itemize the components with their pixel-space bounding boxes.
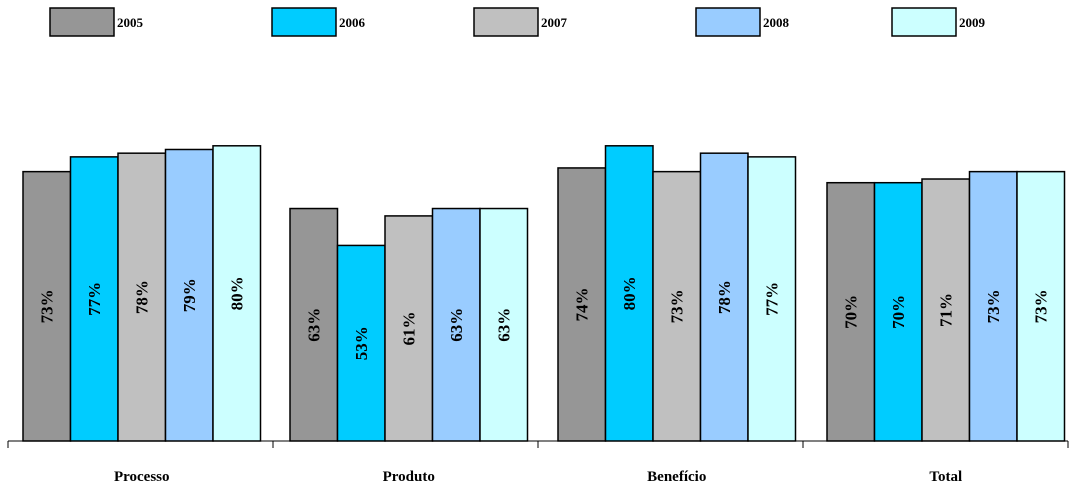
bar-total-2006 [873,181,923,442]
legend-swatch-2006 [271,7,337,37]
data-label-processo-2009: 80% [228,276,247,310]
bar-produto-2009 [479,207,529,442]
legend-swatch-2008 [695,7,761,37]
bar-benefício-2006 [604,145,654,442]
x-axis: Processo Produto Benefício Total [7,440,1069,485]
bar-benefício-2008 [699,152,749,442]
data-label-benefício-2007: 73% [668,289,687,323]
legend-label-2008: 2008 [763,15,790,30]
data-label-total-2005: 70% [842,295,861,329]
bar-produto-2007 [384,215,434,442]
data-label-produto-2005: 63% [305,308,324,342]
chart-bars: 73% 77% 78% 79% 80% 63% 53% 61% 63% 63% 74% 80% 73% 7… [22,145,1066,442]
bar-processo-2007 [117,152,167,442]
bar-total-2007 [921,178,971,442]
data-label-total-2009: 73% [1032,289,1051,323]
data-label-produto-2006: 53% [352,326,371,360]
data-label-total-2008: 73% [984,289,1003,323]
legend-label-2009: 2009 [959,15,986,30]
legend-label-2005: 2005 [117,15,144,30]
data-label-processo-2005: 73% [38,289,57,323]
bar-total-2008 [968,170,1018,442]
bar-processo-2006 [69,156,119,442]
data-label-produto-2007: 61% [400,311,419,345]
legend-swatch-2009 [891,7,957,37]
legend-label-2006: 2006 [339,15,366,30]
data-label-processo-2006: 77% [85,282,104,316]
data-label-produto-2009: 63% [495,308,514,342]
x-tick-label-benefício: Benefício [647,469,706,485]
x-tick-label-produto: Produto [383,469,435,485]
data-label-processo-2007: 78% [133,280,152,314]
x-tick-label-total: Total [929,469,962,485]
data-label-total-2007: 71% [937,293,956,327]
bar-total-2009 [1016,170,1066,442]
data-label-benefício-2008: 78% [715,280,734,314]
chart-legend: 2005 2006 2007 2008 2009 [49,7,986,37]
data-label-produto-2008: 63% [447,308,466,342]
bar-processo-2005 [22,170,72,442]
data-label-benefício-2006: 80% [620,276,639,310]
legend-swatch-2005 [49,7,115,37]
x-tick-label-processo: Processo [114,469,170,485]
data-label-benefício-2005: 74% [573,287,592,321]
legend-label-2007: 2007 [541,15,568,30]
bar-produto-2005 [289,207,339,442]
data-label-benefício-2009: 77% [763,282,782,316]
data-label-processo-2008: 79% [180,278,199,312]
bar-total-2005 [826,181,876,442]
data-label-total-2006: 70% [889,295,908,329]
legend-swatch-2007 [473,7,539,37]
